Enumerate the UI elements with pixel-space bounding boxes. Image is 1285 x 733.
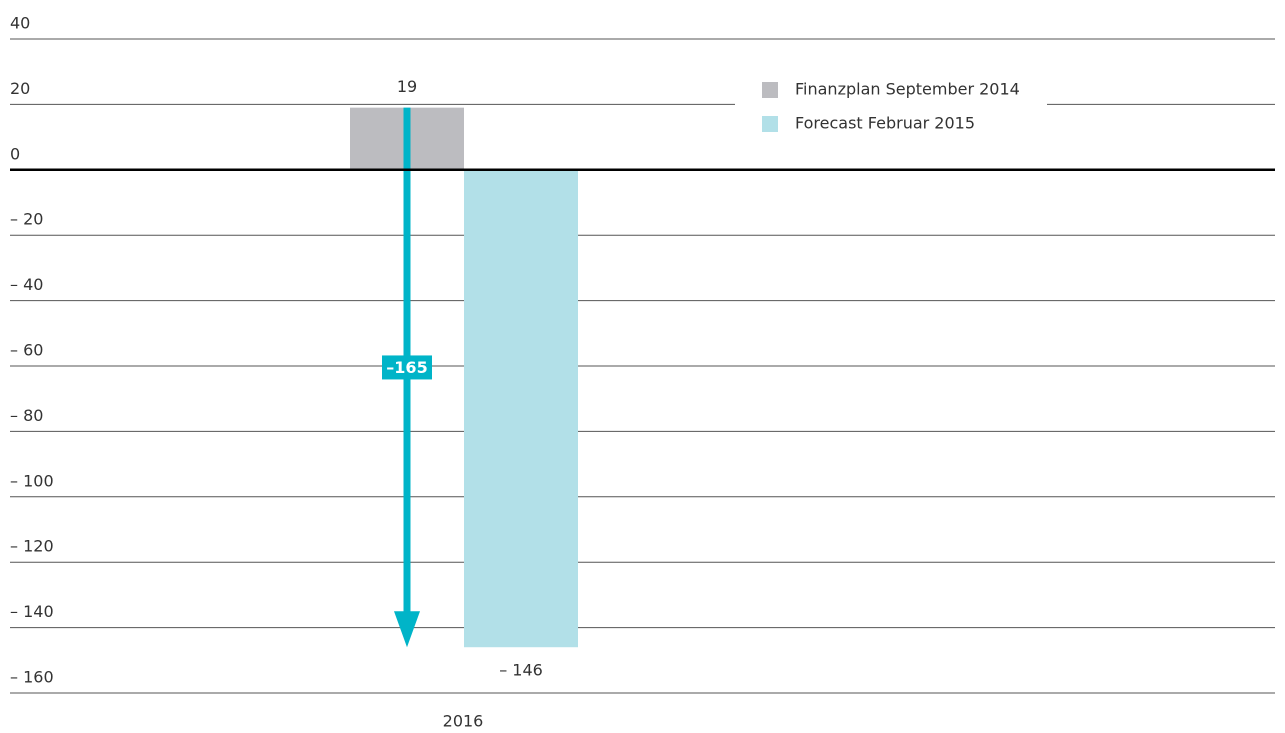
legend-background: [735, 76, 1047, 140]
y-tick-label: 0: [10, 144, 20, 163]
data-label: 19: [397, 77, 417, 96]
x-tick-label: 2016: [443, 712, 484, 731]
y-tick-label: – 120: [10, 537, 54, 556]
y-tick-label: 20: [10, 79, 30, 98]
annotation-label: –165: [386, 358, 427, 377]
annotation-box: [382, 355, 432, 380]
y-tick-label: – 20: [10, 210, 43, 229]
legend-label: Finanzplan September 2014: [795, 80, 1020, 99]
legend-swatch: [762, 82, 778, 98]
legend-swatch: [762, 116, 778, 132]
bar: [464, 169, 578, 648]
y-tick-label: – 80: [10, 406, 43, 425]
y-tick-label: – 40: [10, 275, 43, 294]
y-tick-label: – 140: [10, 602, 54, 621]
y-tick-label: – 60: [10, 341, 43, 360]
data-label: – 146: [499, 661, 543, 680]
arrow-head: [394, 611, 420, 648]
y-tick-label: – 100: [10, 471, 54, 490]
y-tick-label: 40: [10, 14, 30, 33]
y-tick-label: – 160: [10, 668, 54, 687]
legend-label: Forecast Februar 2015: [795, 114, 975, 133]
